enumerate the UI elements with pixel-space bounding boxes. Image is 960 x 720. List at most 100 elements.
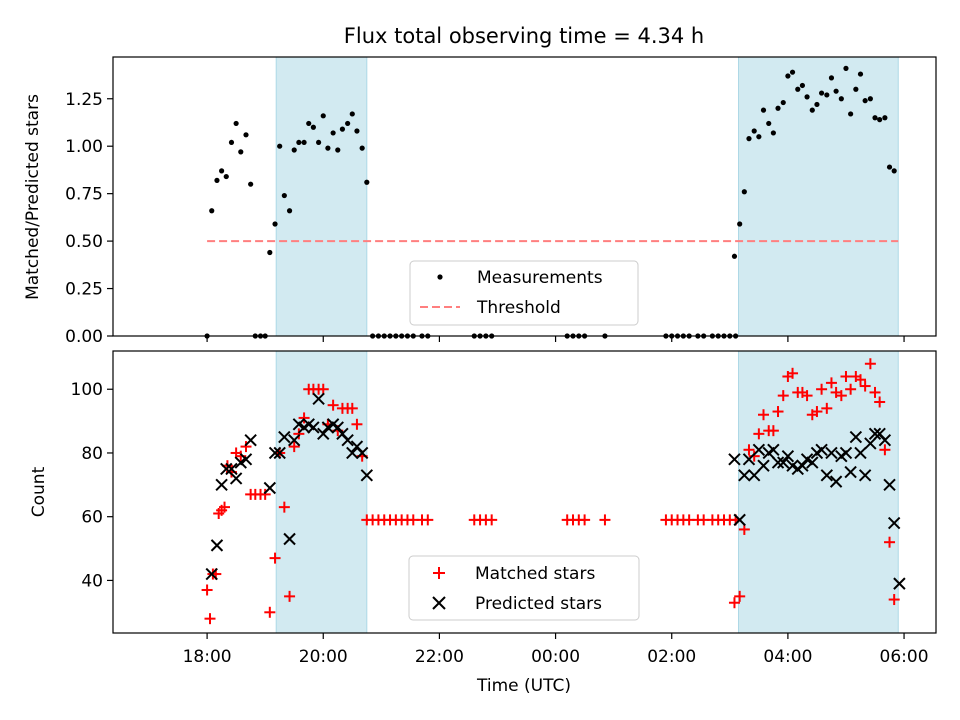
top-shaded-region-2	[738, 56, 899, 337]
measurement-point	[789, 69, 796, 75]
x-tick-label: 06:00	[880, 647, 929, 667]
measurement-point	[795, 86, 801, 92]
predicted-star-point	[205, 567, 218, 581]
top-measurement-points	[204, 65, 897, 339]
matched-star-point	[864, 358, 876, 370]
measurement-point	[804, 94, 810, 100]
predicted-star-point	[887, 516, 901, 530]
measurement-point	[824, 92, 830, 98]
predicted-star-point	[771, 456, 785, 469]
measurement-point	[320, 113, 326, 119]
matched-star-point	[888, 594, 900, 606]
matched-star-point	[422, 514, 434, 526]
predicted-star-point	[317, 427, 330, 441]
top-y-tick-label: 0.00	[65, 327, 103, 347]
measurement-point	[277, 143, 283, 149]
predicted-star-point	[752, 443, 766, 456]
predicted-star-point	[225, 462, 238, 476]
predicted-star-point	[288, 434, 301, 447]
measurement-point	[828, 75, 835, 81]
measurement-point	[746, 136, 752, 142]
matched-star-point	[840, 370, 852, 382]
matched-star-point	[240, 441, 252, 453]
matched-star-point	[298, 412, 310, 424]
measurement-point	[325, 145, 331, 151]
measurement-point	[281, 192, 287, 199]
figure-title: Flux total observing time = 4.34 h	[344, 24, 704, 48]
measurement-point	[751, 128, 757, 134]
matched-star-point	[599, 514, 611, 526]
measurement-point	[848, 111, 854, 117]
matched-star-point	[869, 386, 881, 398]
predicted-star-point	[858, 469, 872, 482]
bottom-axes-frame	[112, 350, 937, 634]
measurement-point	[233, 120, 239, 127]
matched-star-point	[748, 450, 760, 462]
bottom-y-tick-label: 80	[81, 444, 103, 464]
matched-star-point	[204, 613, 216, 625]
bottom-y-tick-label: 40	[81, 571, 103, 591]
top-legend-box	[409, 260, 639, 326]
x-tick-label: 04:00	[763, 647, 812, 667]
measurement-point	[760, 107, 767, 113]
predicted-star-point	[278, 430, 291, 444]
measurement-point	[214, 177, 220, 183]
x-tick-label: 20:00	[299, 647, 348, 667]
bottom-panel: 40 60 80 100 18:00 20:00 22:00 00:00 02:00 04:00…	[29, 350, 937, 696]
predicted-star-point	[220, 462, 233, 476]
top-axes-frame	[112, 56, 937, 337]
measurement-point	[843, 65, 849, 71]
measurement-point	[267, 249, 273, 256]
predicted-star-point	[864, 437, 877, 450]
measurement-point	[296, 139, 302, 146]
matched-star-point	[288, 441, 300, 453]
measurement-point	[228, 139, 235, 146]
measurement-point	[775, 105, 781, 111]
predicted-star-point	[815, 443, 828, 456]
measurement-point	[886, 164, 893, 170]
matched-star-point	[743, 444, 755, 456]
matched-star-point	[346, 402, 358, 414]
legend-predicted-label: Predicted stars	[475, 594, 602, 614]
bottom-y-axis-label: Count	[29, 466, 49, 517]
matched-star-point	[728, 597, 740, 609]
predicted-star-point	[738, 469, 751, 482]
matched-star-point	[801, 390, 813, 402]
predicted-star-point	[844, 465, 857, 479]
predicted-star-point	[728, 453, 741, 466]
matched-star-point	[284, 590, 296, 602]
matched-star-point	[758, 409, 770, 421]
matched-star-point	[753, 428, 765, 440]
measurement-point	[316, 139, 322, 146]
bottom-y-tick-label: 100	[71, 380, 103, 400]
top-y-tick-label: 0.75	[65, 185, 103, 205]
predicted-star-point	[767, 443, 780, 456]
matched-star-point	[816, 383, 828, 395]
measurement-point	[857, 71, 864, 77]
measurement-point	[780, 99, 786, 106]
predicted-star-point	[360, 469, 374, 482]
legend-predicted-marker	[432, 596, 446, 610]
measurement-point	[853, 86, 859, 92]
matched-star-point	[219, 501, 231, 513]
predicted-star-point	[263, 481, 277, 495]
x-tick-label: 22:00	[415, 647, 464, 667]
measurement-point	[223, 173, 229, 180]
predicted-star-point	[733, 513, 746, 527]
legend-threshold-label: Threshold	[476, 298, 561, 318]
predicted-star-point	[849, 430, 863, 444]
measurement-point	[731, 253, 738, 259]
predicted-star-point	[283, 532, 296, 546]
predicted-star-point	[829, 475, 843, 488]
top-y-axis-ticks: 0.00 0.25 0.50 0.75 1.00 1.25	[65, 90, 113, 347]
top-y-tick-label: 1.00	[65, 137, 103, 157]
measurement-point	[364, 179, 370, 185]
measurement-point	[809, 107, 815, 113]
matched-star-point	[811, 406, 823, 418]
matched-star-point	[351, 418, 363, 430]
predicted-star-point	[806, 456, 819, 469]
bottom-shaded-region-1	[275, 350, 368, 634]
predicted-star-point	[742, 453, 756, 466]
predicted-star-point	[215, 478, 228, 492]
measurement-point	[330, 130, 336, 136]
